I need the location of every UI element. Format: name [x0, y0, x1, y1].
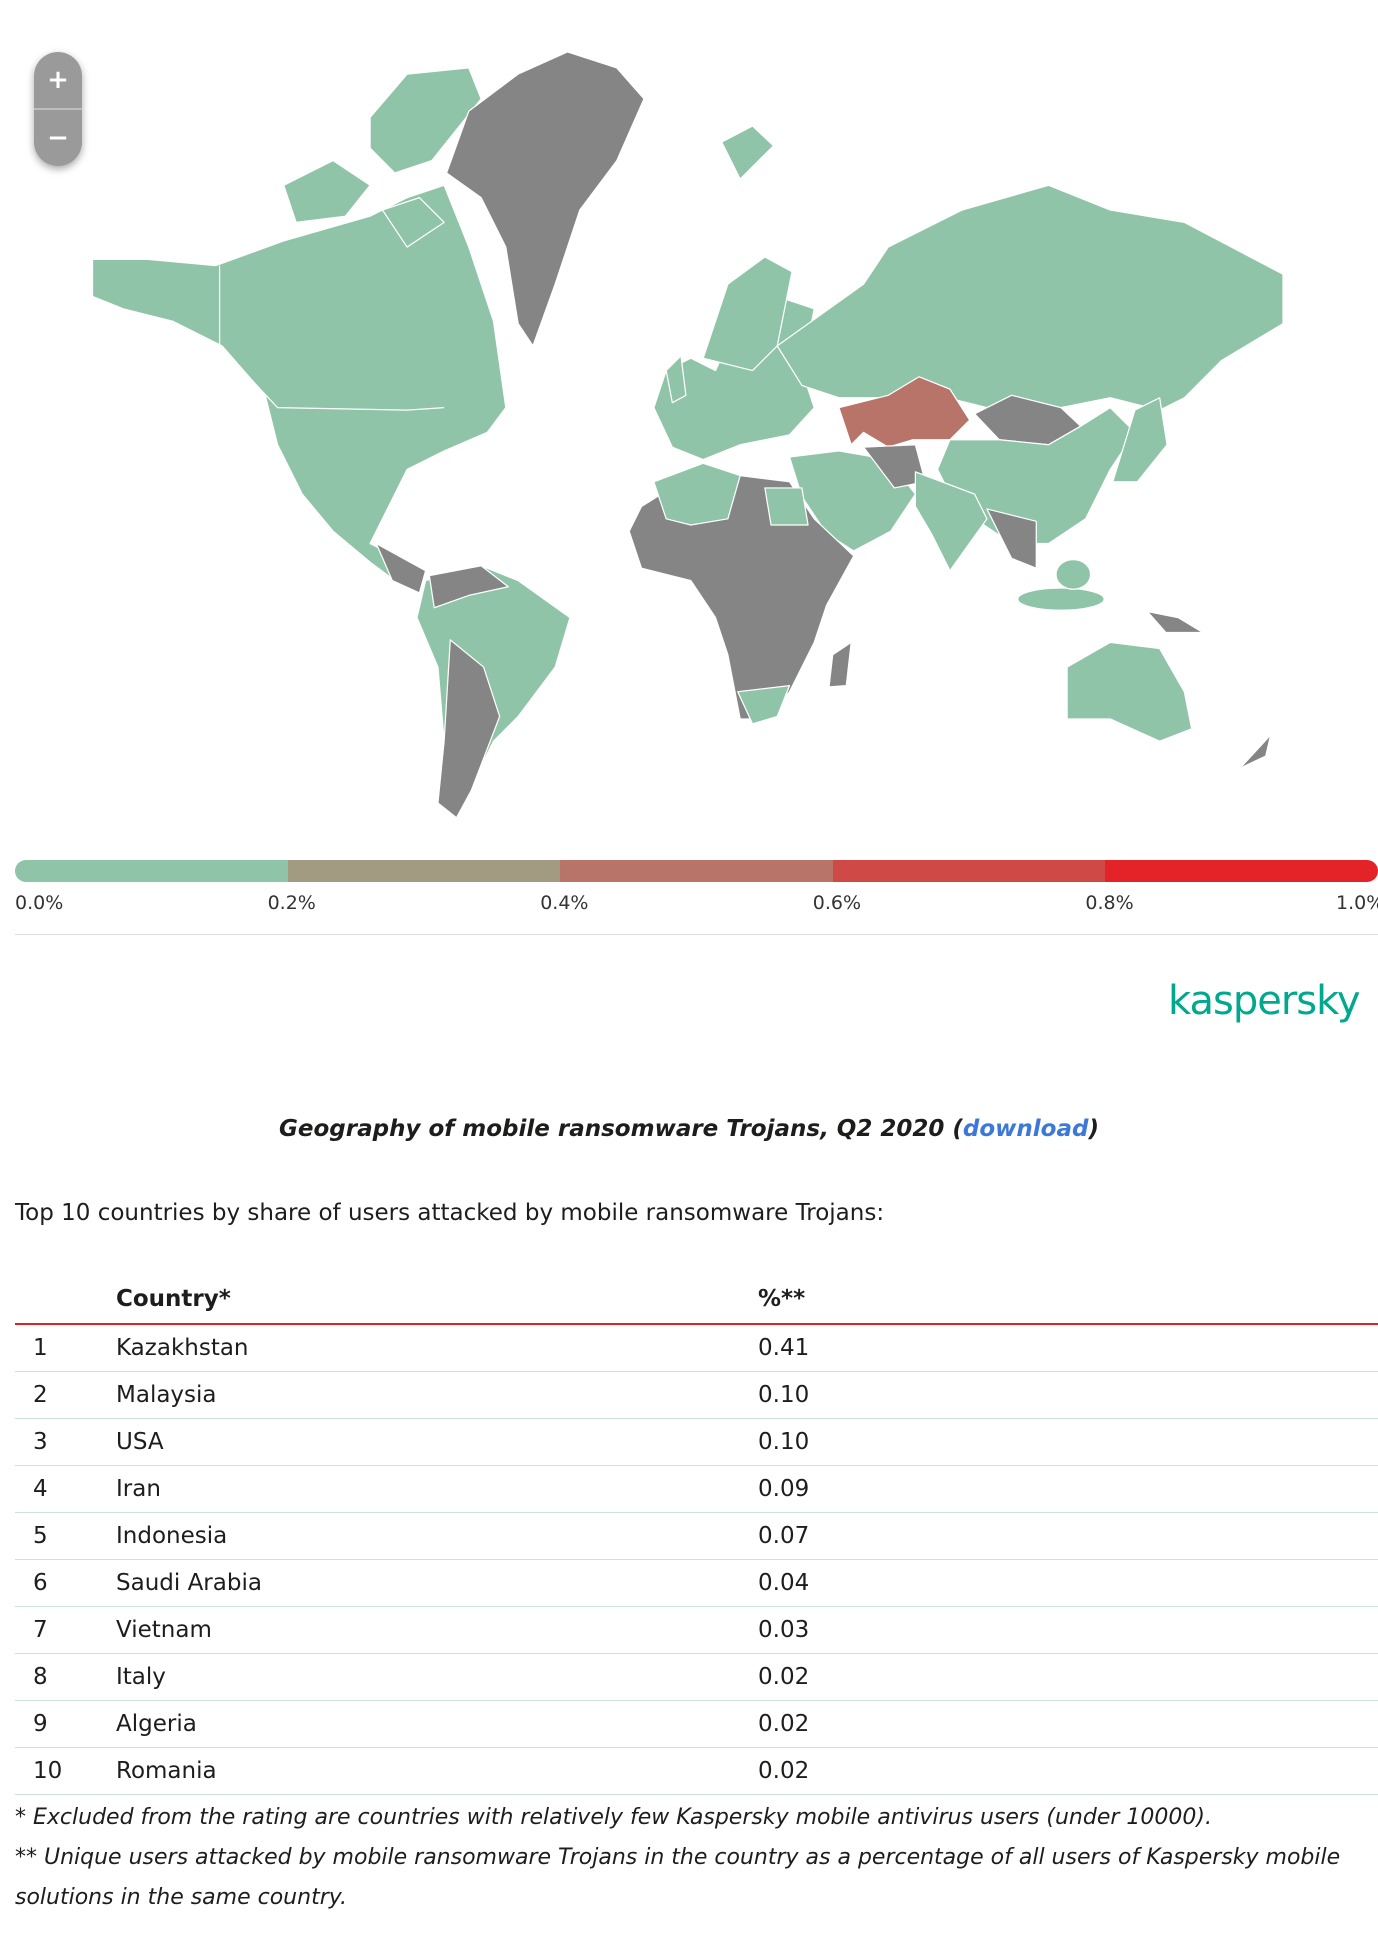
header-percent: %** — [757, 1275, 1378, 1325]
cell-value: 0.04 — [757, 1559, 1378, 1607]
legend-label: 0.2% — [267, 892, 316, 914]
cell-value: 0.10 — [757, 1418, 1378, 1466]
table-row: 6 Saudi Arabia 0.04 — [15, 1559, 1378, 1607]
indonesia[interactable] — [1017, 587, 1105, 611]
arctic-islands[interactable] — [283, 159, 371, 223]
cell-country: Malaysia — [115, 1371, 757, 1419]
top-countries-table: Country* %** 1 Kazakhstan 0.41 2 Malaysia 0.1… — [15, 1275, 1378, 1795]
arctic-islands[interactable] — [369, 67, 482, 174]
us-canada-border — [218, 265, 445, 411]
arctic-islands[interactable] — [381, 197, 445, 248]
table-row: 4 Iran 0.09 — [15, 1465, 1378, 1513]
header-country: Country* — [115, 1275, 757, 1325]
legend-swatch — [560, 860, 833, 882]
cell-country: Kazakhstan — [115, 1324, 757, 1372]
cell-rank: 3 — [15, 1418, 115, 1466]
table-header: Country* %** — [15, 1275, 1378, 1325]
new-zealand[interactable] — [1239, 734, 1272, 769]
middle-east[interactable] — [788, 450, 916, 552]
cell-country: USA — [115, 1418, 757, 1466]
legend-swatch — [1105, 860, 1378, 882]
north-america[interactable] — [91, 184, 507, 582]
table-row: 5 Indonesia 0.07 — [15, 1512, 1378, 1560]
legend-swatch — [15, 860, 288, 882]
cell-rank: 8 — [15, 1653, 115, 1701]
northern-south-america[interactable] — [428, 565, 509, 609]
footnote-1: * Excluded from the rating are countries… — [15, 1805, 1212, 1830]
download-link[interactable]: download — [962, 1116, 1089, 1142]
table-row: 10 Romania 0.02 — [15, 1747, 1378, 1795]
table-row: 8 Italy 0.02 — [15, 1653, 1378, 1701]
footnote-2: ** Unique users attacked by mobile ranso… — [15, 1845, 1341, 1910]
greenland[interactable] — [445, 51, 645, 347]
uk[interactable] — [665, 355, 687, 404]
cell-value: 0.03 — [757, 1606, 1378, 1654]
cell-rank: 7 — [15, 1606, 115, 1654]
cell-rank: 1 — [15, 1324, 115, 1372]
kaspersky-logo: kaspersky — [1168, 978, 1361, 1024]
africa[interactable] — [628, 474, 855, 720]
cell-rank: 4 — [15, 1465, 115, 1513]
cell-rank: 10 — [15, 1747, 115, 1795]
india[interactable] — [914, 471, 988, 572]
new-guinea[interactable] — [1146, 610, 1204, 634]
legend-label: 0.8% — [1085, 892, 1134, 914]
legend-label: 0.6% — [812, 892, 862, 914]
legend-label: 0.0% — [15, 892, 64, 914]
cell-value: 0.02 — [757, 1747, 1378, 1795]
cell-country: Iran — [115, 1465, 757, 1513]
south-africa[interactable] — [737, 684, 791, 725]
header-rank — [15, 1275, 115, 1325]
caption-close: ) — [1088, 1116, 1099, 1142]
southeast-asia[interactable] — [986, 508, 1037, 569]
southern-cone[interactable] — [437, 639, 501, 819]
table-row: 2 Malaysia 0.10 — [15, 1371, 1378, 1419]
zoom-out-button[interactable]: − — [47, 123, 69, 153]
legend-swatch — [287, 860, 561, 882]
cell-rank: 9 — [15, 1700, 115, 1748]
figure-caption: Geography of mobile ransomware Trojans, … — [0, 1116, 1378, 1142]
cell-country: Algeria — [115, 1700, 757, 1748]
table-row: 9 Algeria 0.02 — [15, 1700, 1378, 1748]
table-row: 1 Kazakhstan 0.41 — [15, 1324, 1378, 1372]
divider — [15, 934, 1378, 935]
japan[interactable] — [1112, 397, 1168, 483]
iceland[interactable] — [721, 125, 775, 180]
cell-country: Romania — [115, 1747, 757, 1795]
cell-value: 0.41 — [757, 1324, 1378, 1372]
cell-rank: 6 — [15, 1559, 115, 1607]
cell-country: Vietnam — [115, 1606, 757, 1654]
intro-text: Top 10 countries by share of users attac… — [15, 1200, 885, 1226]
map-zoom-control: + − — [34, 52, 82, 166]
zoom-in-button[interactable]: + — [34, 52, 82, 110]
legend-color-scale — [15, 860, 1378, 882]
cell-country: Italy — [115, 1653, 757, 1701]
legend-swatch — [832, 860, 1106, 882]
legend-label: 1.0% — [1336, 892, 1378, 914]
cell-country: Saudi Arabia — [115, 1559, 757, 1607]
world-map[interactable] — [0, 0, 1378, 840]
legend-label: 0.4% — [540, 892, 589, 914]
russia[interactable] — [776, 184, 1284, 411]
cell-value: 0.09 — [757, 1465, 1378, 1513]
borneo[interactable] — [1055, 558, 1092, 590]
egypt[interactable] — [764, 487, 809, 526]
cell-value: 0.10 — [757, 1371, 1378, 1419]
cell-rank: 2 — [15, 1371, 115, 1419]
table-row: 7 Vietnam 0.03 — [15, 1606, 1378, 1654]
cell-value: 0.02 — [757, 1700, 1378, 1748]
table-row: 3 USA 0.10 — [15, 1418, 1378, 1466]
central-america[interactable] — [375, 542, 427, 594]
scandinavia[interactable] — [702, 256, 793, 372]
australia[interactable] — [1066, 641, 1193, 742]
north-africa[interactable] — [653, 462, 741, 526]
cell-rank: 5 — [15, 1512, 115, 1560]
cell-value: 0.02 — [757, 1653, 1378, 1701]
cell-value: 0.07 — [757, 1512, 1378, 1560]
legend-labels: 0.0% 0.2% 0.4% 0.6% 0.8% 1.0% — [0, 892, 1378, 922]
caption-text: Geography of mobile ransomware Trojans, … — [279, 1116, 963, 1142]
madagascar[interactable] — [828, 641, 852, 688]
cell-country: Indonesia — [115, 1512, 757, 1560]
